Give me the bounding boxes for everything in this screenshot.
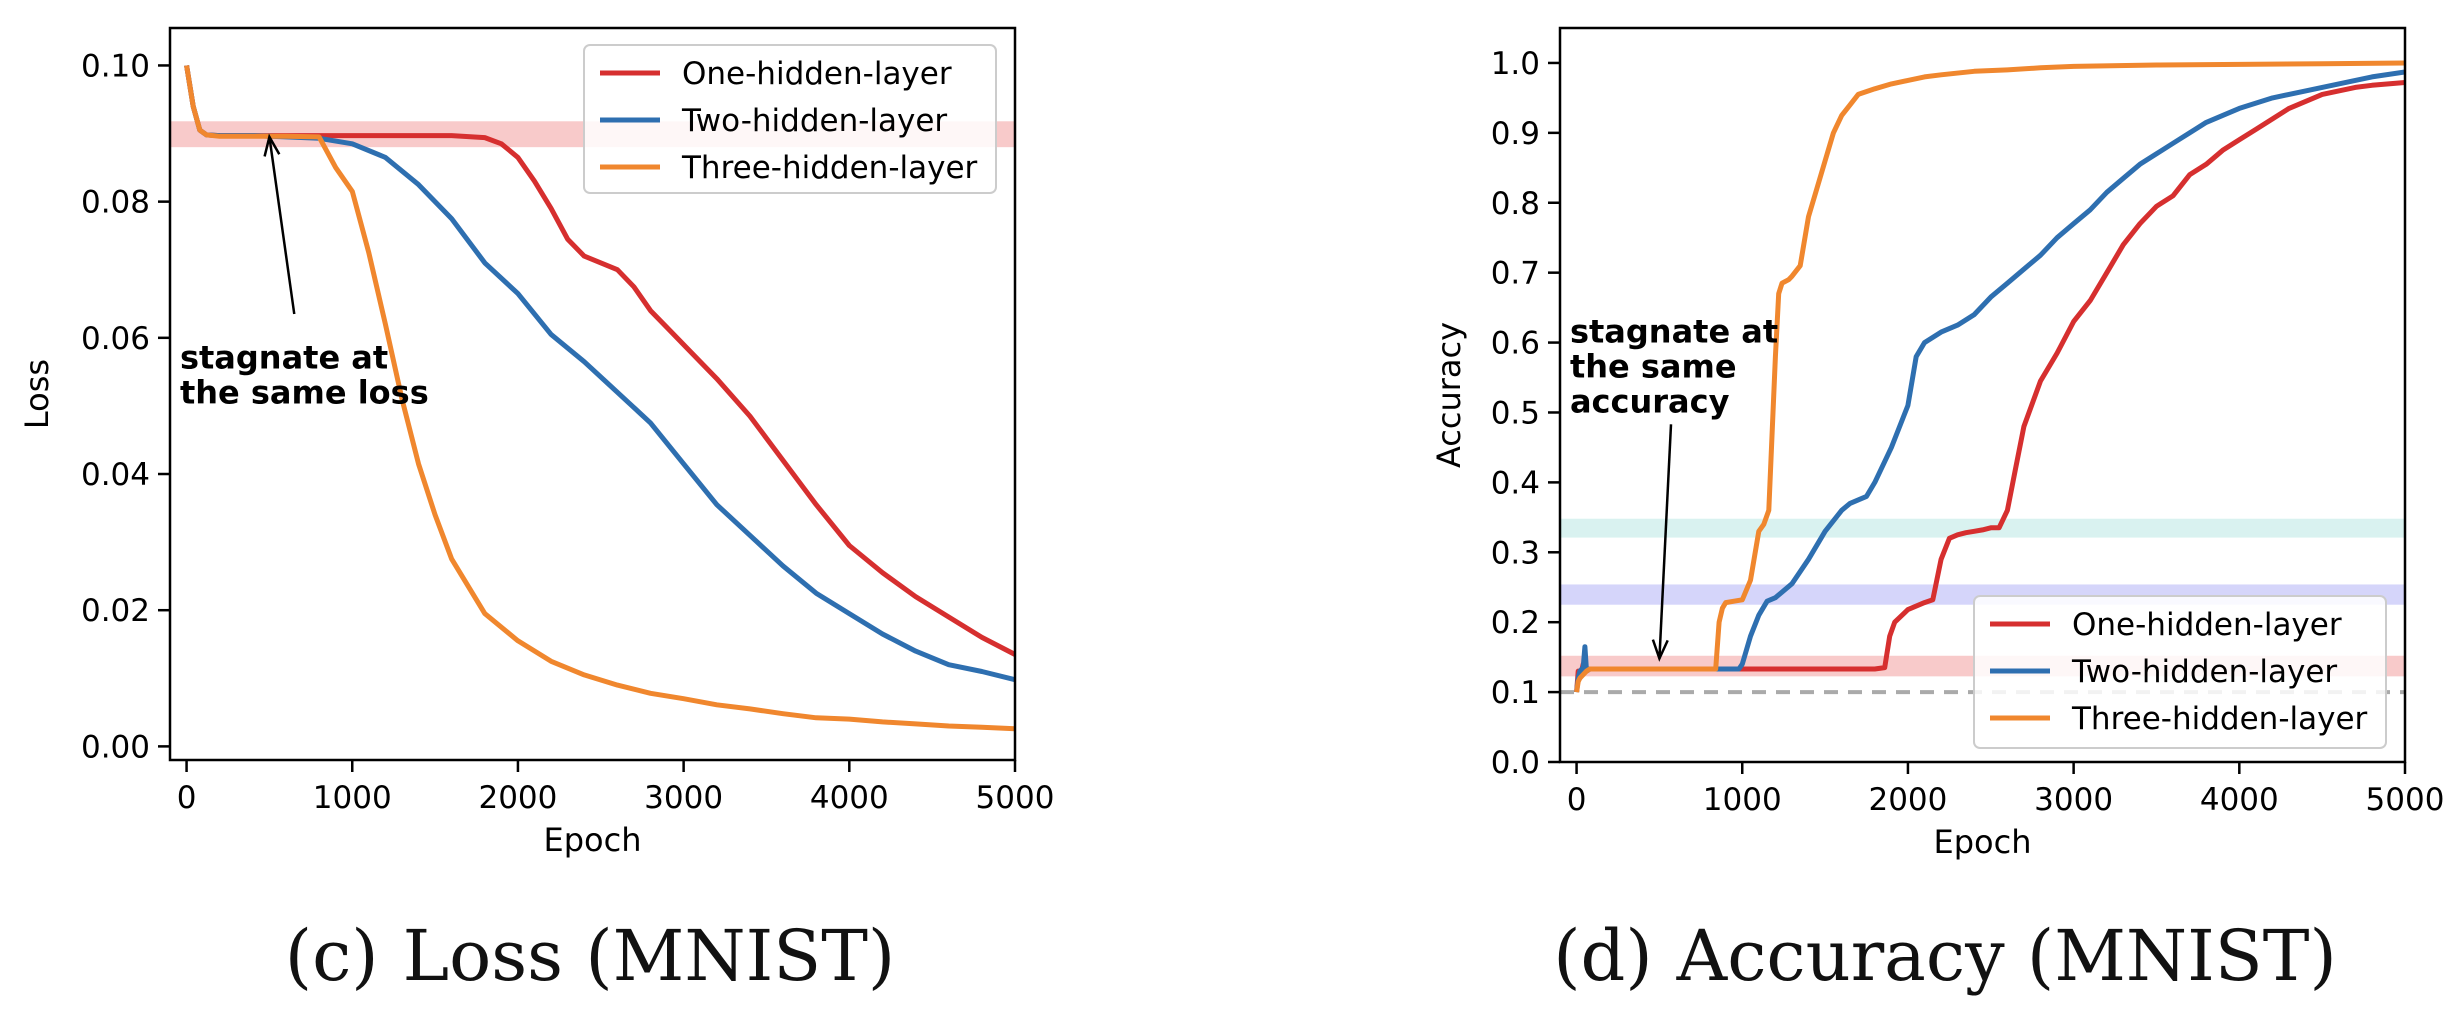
legend-label: One-hidden-layer bbox=[2072, 607, 2342, 643]
legend-label: One-hidden-layer bbox=[682, 56, 952, 92]
x-tick-label: 3000 bbox=[2034, 782, 2113, 818]
x-tick-label: 4000 bbox=[810, 780, 889, 816]
x-tick-label: 2000 bbox=[1868, 782, 1947, 818]
legend-label: Three-hidden-layer bbox=[2071, 701, 2368, 737]
y-tick-label: 0.0 bbox=[1491, 745, 1540, 781]
annotation-text: accuracy bbox=[1570, 383, 1730, 421]
x-tick-label: 5000 bbox=[976, 780, 1055, 816]
axes-frame bbox=[1558, 26, 2407, 764]
axes-frame bbox=[168, 26, 1017, 762]
annotation-arrow-head bbox=[263, 133, 281, 157]
y-tick-label: 0.4 bbox=[1491, 465, 1540, 501]
y-tick-label: 0.3 bbox=[1491, 535, 1540, 571]
caption-tag: (c) bbox=[284, 915, 379, 997]
y-tick-label: 0.00 bbox=[81, 729, 150, 765]
legend-box bbox=[583, 44, 997, 194]
y-tick-label: 0.7 bbox=[1491, 256, 1540, 292]
annotation-arrow bbox=[268, 136, 296, 315]
y-tick-label: 0.08 bbox=[81, 185, 150, 221]
caption-text: Accuracy (MNIST) bbox=[1676, 915, 2337, 997]
y-tick-label: 1.0 bbox=[1491, 46, 1540, 82]
legend-label: Two-hidden-layer bbox=[681, 103, 947, 139]
annotation-text: the same bbox=[1570, 348, 1737, 386]
y-tick-label: 0.04 bbox=[81, 457, 150, 493]
x-tick-label: 1000 bbox=[1703, 782, 1782, 818]
series-line-three-hidden-layer bbox=[1574, 60, 2405, 693]
x-tick-label: 1000 bbox=[313, 780, 392, 816]
y-tick-label: 0.10 bbox=[81, 48, 150, 84]
x-tick-label: 0 bbox=[177, 780, 197, 816]
y-tick-label: 0.5 bbox=[1491, 395, 1540, 431]
x-axis-label: Epoch bbox=[1934, 823, 2032, 861]
y-axis-label: Loss bbox=[18, 359, 56, 429]
annotation-text: stagnate at bbox=[180, 338, 388, 376]
series-line-one-hidden-layer bbox=[1574, 80, 2405, 693]
x-tick-label: 4000 bbox=[2200, 782, 2279, 818]
y-tick-label: 0.6 bbox=[1491, 326, 1540, 362]
y-tick-label: 0.02 bbox=[81, 593, 150, 629]
legend-label: Three-hidden-layer bbox=[681, 150, 978, 186]
x-axis-label: Epoch bbox=[544, 821, 642, 859]
legend-label: Two-hidden-layer bbox=[2071, 654, 2337, 690]
x-tick-label: 3000 bbox=[644, 780, 723, 816]
caption-accuracy: (d) Accuracy (MNIST) bbox=[1553, 915, 2337, 997]
annotation-text: the same loss bbox=[180, 373, 429, 411]
loss-chart: 0 1000 2000 3000 4000 5000 0.00 0.02 0.04 0.06 0.0… bbox=[18, 26, 1055, 859]
y-tick-label: 0.2 bbox=[1491, 605, 1540, 641]
caption-text: Loss (MNIST) bbox=[402, 915, 896, 997]
caption-tag: (d) bbox=[1553, 915, 1653, 997]
x-tick-label: 2000 bbox=[478, 780, 557, 816]
annotation-text: stagnate at bbox=[1570, 313, 1778, 351]
y-tick-label: 0.1 bbox=[1491, 675, 1540, 711]
y-axis-label: Accuracy bbox=[1430, 322, 1468, 468]
x-tick-label: 0 bbox=[1567, 782, 1587, 818]
annotation-arrow bbox=[1658, 424, 1673, 659]
y-tick-label: 0.8 bbox=[1491, 186, 1540, 222]
caption-loss: (c) Loss (MNIST) bbox=[285, 915, 895, 997]
legend-box bbox=[1973, 595, 2387, 749]
y-tick-label: 0.06 bbox=[81, 321, 150, 357]
x-tick-label: 5000 bbox=[2366, 782, 2445, 818]
annotation-arrow-head bbox=[1651, 639, 1669, 662]
series-line-three-hidden-layer bbox=[184, 65, 1015, 732]
y-tick-label: 0.9 bbox=[1491, 116, 1540, 152]
accuracy-chart: 0 1000 2000 3000 4000 5000 0.0 0.1 0.2 0.3 0.4 0.5 0… bbox=[1430, 26, 2445, 861]
